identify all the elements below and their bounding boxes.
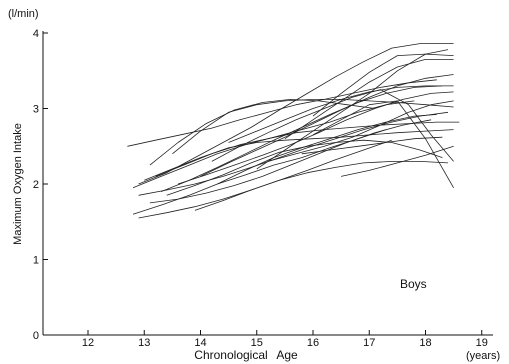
growth-curve [194, 160, 449, 211]
growth-curve [312, 53, 454, 117]
x-tick-label: 16 [307, 337, 319, 349]
growth-curve [312, 100, 454, 188]
x-tick-label: 19 [476, 337, 488, 349]
x-tick-label: 18 [419, 337, 431, 349]
x-tick-label: 14 [194, 337, 206, 349]
x-tick-label: 15 [251, 337, 263, 349]
growth-curve [138, 111, 449, 196]
x-tick-label: 17 [363, 337, 375, 349]
growth-curve [341, 145, 454, 177]
y-tick-label: 1 [33, 255, 39, 267]
growth-curve [284, 59, 454, 140]
y-axis-label: Maximum Oxygen Intake [12, 123, 24, 245]
growth-curve [172, 99, 454, 155]
boys-annotation: Boys [400, 277, 427, 291]
y-tick-label: 4 [33, 28, 39, 40]
growth-curve [228, 85, 454, 143]
growth-curve [267, 100, 454, 162]
growth-curve [177, 91, 454, 185]
x-axis-label: Chronological Age [194, 348, 298, 362]
series-layer [127, 43, 460, 219]
growth-curve [149, 99, 375, 166]
y-tick-label: 3 [33, 104, 39, 116]
y-tick-label: 0 [33, 330, 39, 342]
growth-curve [301, 136, 443, 155]
growth-curve [138, 139, 392, 219]
growth-curve [138, 43, 454, 185]
growth-curve [217, 114, 437, 185]
growth-curve [144, 129, 454, 181]
x-tick-label: 13 [138, 337, 150, 349]
growth-curve [256, 49, 449, 170]
growth-curve [132, 129, 387, 215]
y-tick-label: 2 [33, 179, 39, 191]
growth-curve [200, 74, 454, 177]
x-unit-label: (years) [466, 350, 500, 362]
x-tick-label: 12 [82, 337, 94, 349]
y-unit-label: (l/min) [8, 8, 39, 20]
